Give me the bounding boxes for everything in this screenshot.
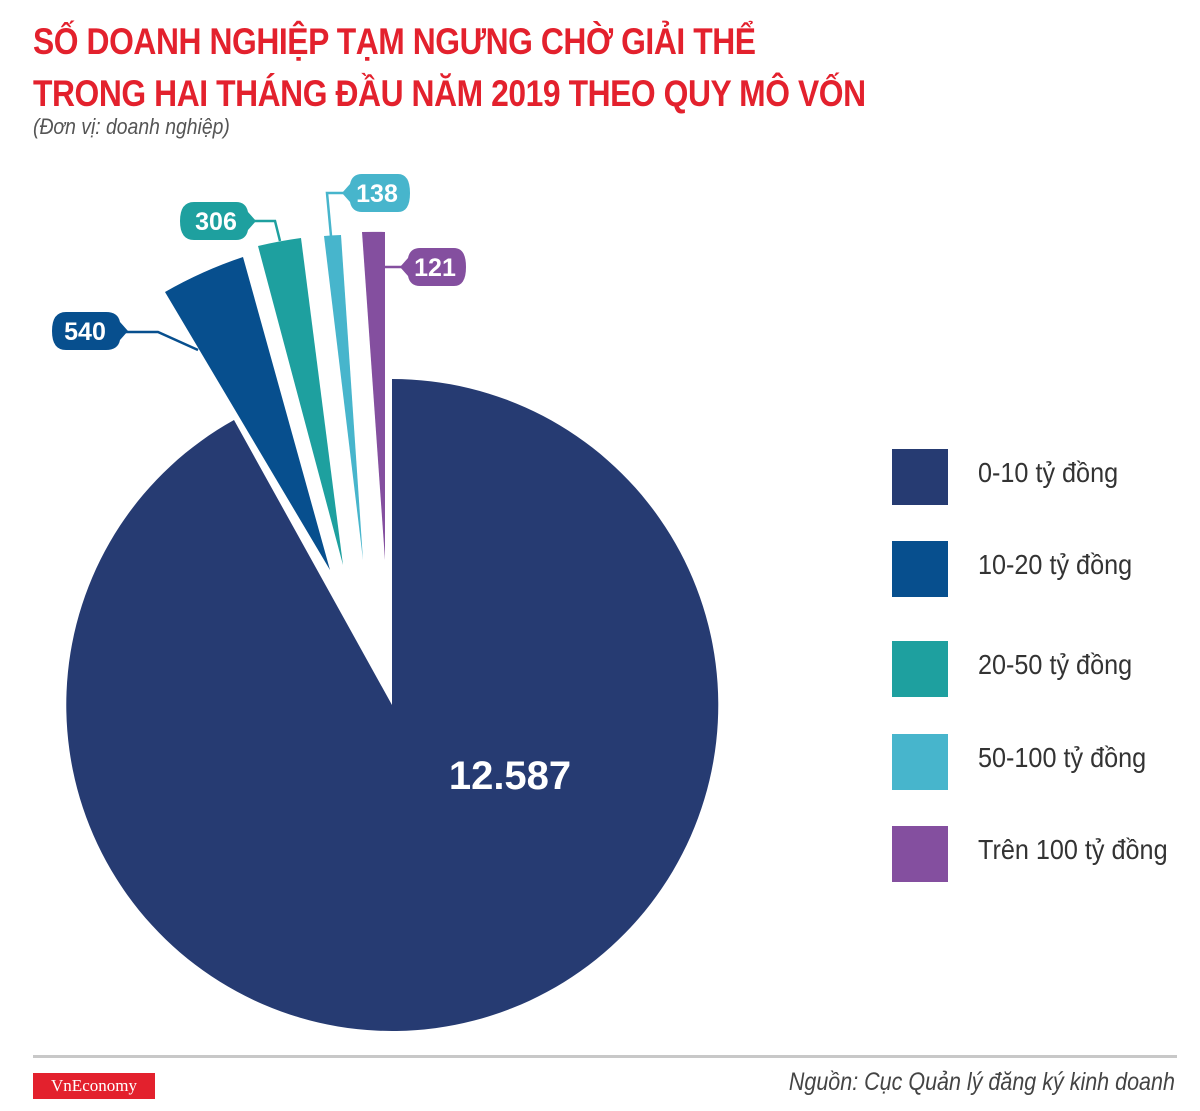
legend-item-0-10[interactable]: 0-10 tỷ đồng — [892, 449, 1192, 505]
label-12587: 12.587 — [449, 754, 571, 798]
legend-label: 20-50 tỷ đồng — [978, 649, 1133, 680]
pie-slice-10-20[interactable] — [165, 257, 330, 570]
legend-swatch-icon — [892, 541, 948, 597]
legend-label: Trên 100 tỷ đồng — [978, 834, 1168, 865]
pie-slice-50-100[interactable] — [324, 235, 363, 560]
pie-slice-20-50[interactable] — [258, 238, 343, 565]
vneconomy-logo: VnEconomy — [33, 1073, 155, 1099]
chart-title-line1: SỐ DOANH NGHIỆP TẠM NGƯNG CHỜ GIẢI THỂ — [33, 21, 756, 62]
connector-line-540 — [118, 330, 199, 352]
legend-item-50-100[interactable]: 50-100 tỷ đồng — [892, 734, 1192, 790]
source-note: Nguồn: Cục Quản lý đăng ký kinh doanh — [788, 1068, 1175, 1096]
label-pill-121 — [400, 248, 466, 286]
legend-label: 0-10 tỷ đồng — [978, 457, 1119, 488]
legend-swatch-icon — [892, 449, 948, 505]
legend-swatch-icon — [892, 734, 948, 790]
label-121: 121 — [414, 254, 456, 282]
pie-slice-tren-100[interactable] — [362, 231, 385, 560]
legend-item-10-20[interactable]: 10-20 tỷ đồng — [892, 541, 1192, 597]
legend-swatch-icon — [892, 641, 948, 697]
label-138: 138 — [356, 180, 398, 208]
pie-slice-0-10[interactable] — [66, 378, 719, 1031]
chart-title-line2: TRONG HAI THÁNG ĐẦU NĂM 2019 THEO QUY MÔ… — [33, 73, 866, 114]
label-pill-306 — [180, 202, 256, 240]
chart-title: SỐ DOANH NGHIỆP TẠM NGƯNG CHỜ GIẢI THỂ T… — [33, 16, 866, 120]
label-540: 540 — [64, 318, 106, 346]
label-pill-138 — [342, 174, 410, 212]
connector-line-306 — [250, 219, 282, 242]
legend-label: 10-20 tỷ đồng — [978, 549, 1133, 580]
label-pill-540 — [52, 312, 128, 350]
legend-item-tren-100[interactable]: Trên 100 tỷ đồng — [892, 826, 1192, 882]
legend-item-20-50[interactable]: 20-50 tỷ đồng — [892, 641, 1192, 697]
connector-line-138 — [325, 191, 345, 237]
legend-swatch-icon — [892, 826, 948, 882]
chart-unit: (Đơn vị: doanh nghiệp) — [33, 114, 230, 139]
footer-divider — [33, 1055, 1177, 1058]
label-306: 306 — [195, 208, 237, 236]
legend-label: 50-100 tỷ đồng — [978, 742, 1147, 773]
